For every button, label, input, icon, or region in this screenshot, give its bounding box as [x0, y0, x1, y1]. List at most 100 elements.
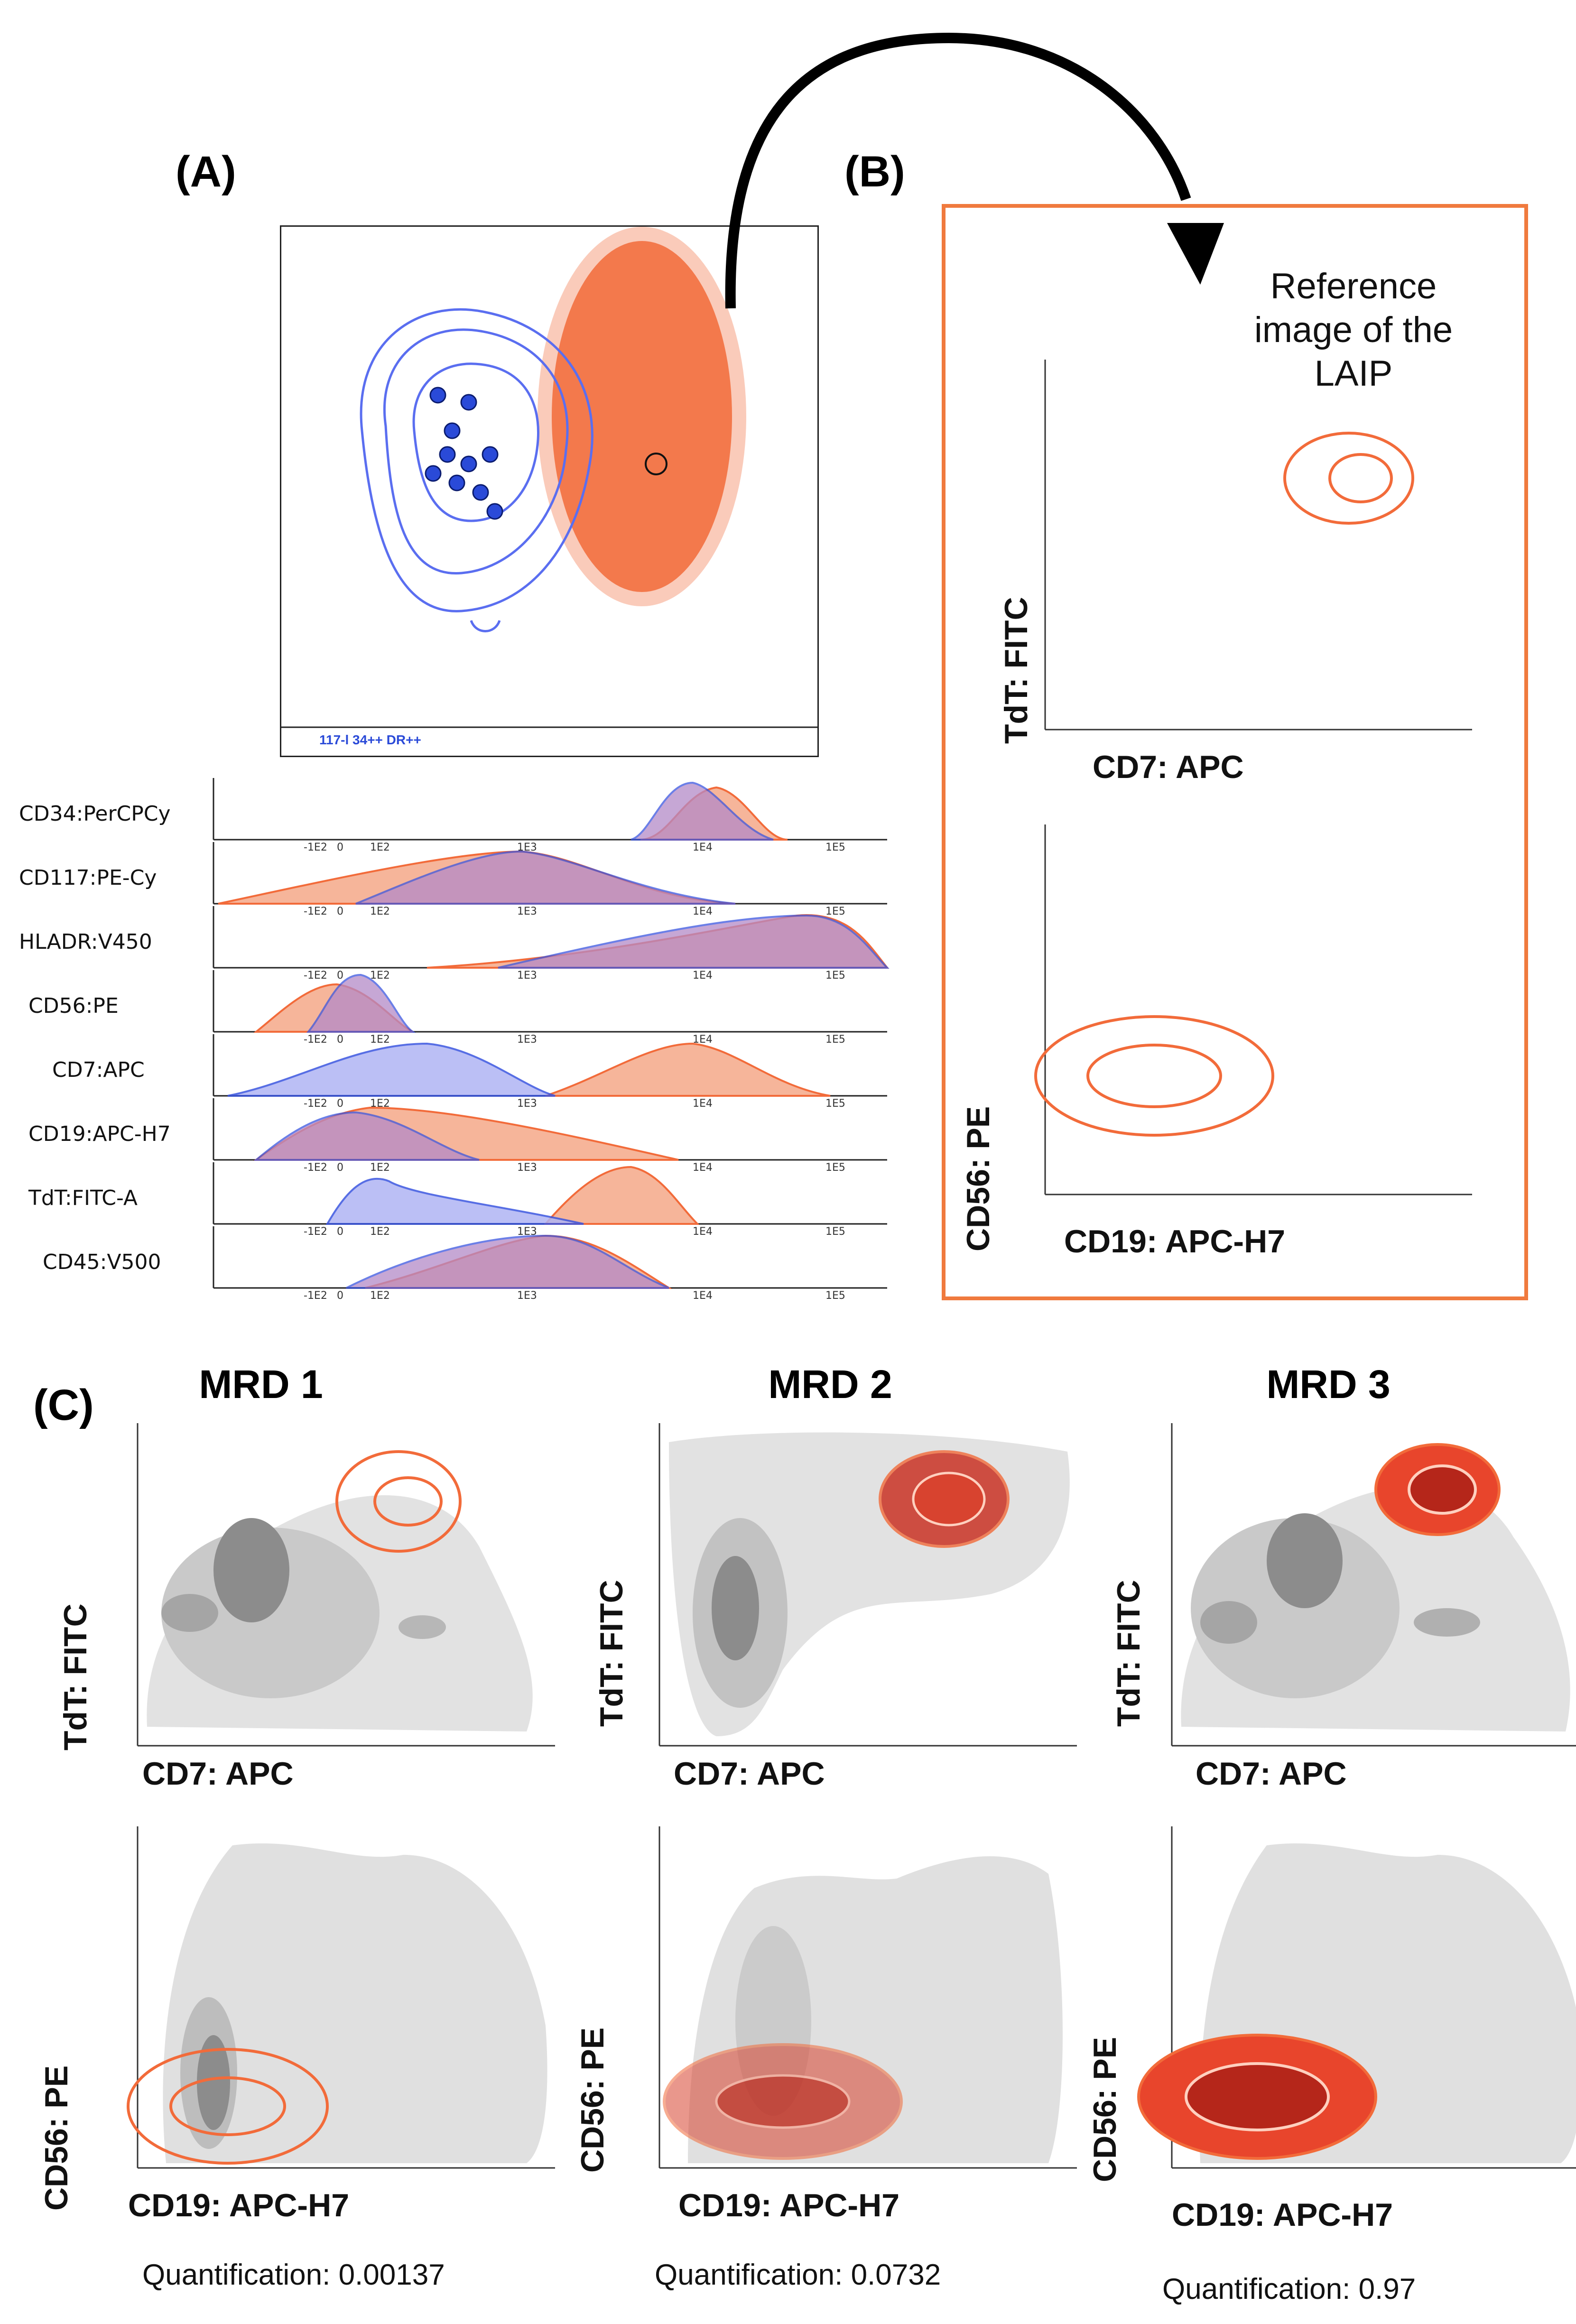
histogram-tick-label: 0 [337, 1098, 343, 1110]
histogram-tick-label: 1E4 [693, 906, 713, 917]
histogram-tick-label: 0 [337, 1290, 343, 1302]
mrd1-bottom-xlabel: CD19: APC-H7 [128, 2187, 350, 2223]
histogram-tick-label: 1E4 [693, 842, 713, 853]
panel-a-dotplot-svg [281, 227, 817, 728]
histogram-tick-label: -1E2 [304, 1162, 327, 1174]
panel-b-letter: (B) [844, 148, 905, 196]
mrd1-top-plot [137, 1423, 555, 1747]
histogram-tick-label: 1E4 [693, 1290, 713, 1302]
histogram-tick-label: 1E2 [370, 1098, 390, 1110]
reference-text-line: image of the [1254, 310, 1453, 350]
histogram-tick-label: 0 [337, 1162, 343, 1174]
histogram-label: CD7:APC [52, 1058, 145, 1082]
histogram-tick-label: 1E5 [825, 842, 845, 853]
histogram-tick-label: 1E2 [370, 1162, 390, 1174]
mrd1-quantification: Quantification: 0.00137 [142, 2259, 445, 2291]
histogram-label: CD34:PerCPCy [19, 802, 171, 826]
histogram-tick-label: 1E2 [370, 970, 390, 981]
histogram-tick-label: -1E2 [304, 842, 327, 853]
mrd1-top-ylabel: TdT: FITC [57, 1603, 93, 1750]
histogram-tick-label: 1E5 [825, 906, 845, 917]
b2-y-axis-label: CD56: PE [960, 1106, 996, 1251]
histogram-tick-label: 1E5 [825, 1162, 845, 1174]
histogram-tick-label: -1E2 [304, 1290, 327, 1302]
b2-x-axis-label: CD19: APC-H7 [1064, 1223, 1286, 1259]
histogram-tick-label: 1E5 [825, 1290, 845, 1302]
histogram-label: CD117:PE-Cy [19, 866, 157, 890]
curved-arrow [725, 32, 1224, 309]
mrd3-quantification: Quantification: 0.97 [1162, 2273, 1416, 2305]
histogram-cd34 [213, 778, 887, 841]
orange-population [538, 227, 746, 606]
mrd-title: MRD 2 [768, 1362, 892, 1407]
histogram-label: CD56:PE [28, 994, 119, 1018]
histogram-tick-label: 1E5 [825, 1034, 845, 1046]
blue-centroids [425, 387, 503, 520]
histogram-cd56 [213, 970, 887, 1033]
mrd3-top-plot [1171, 1423, 1576, 1747]
b1-x-axis-label: CD7: APC [1093, 749, 1244, 785]
mrd3-top-xlabel: CD7: APC [1196, 1756, 1347, 1792]
mrd2-bottom-ylabel: CD56: PE [575, 2027, 611, 2173]
b1-y-axis-label: TdT: FITC [998, 597, 1034, 744]
histogram-tick-label: 1E3 [517, 970, 537, 981]
mrd3-top-ylabel: TdT: FITC [1111, 1580, 1147, 1727]
panel-a-dotplot: 117-l 34++ DR++ [280, 225, 819, 757]
histogram-tick-label: 0 [337, 842, 343, 853]
histogram-tick-label: 1E3 [517, 1098, 537, 1110]
panel-c-letter: (C) [33, 1381, 94, 1429]
histogram-tick-label: 1E5 [825, 1098, 845, 1110]
histogram-tdt [213, 1162, 887, 1225]
arrow-head-icon [1167, 223, 1224, 285]
panel-b-plot-2 [1034, 824, 1472, 1195]
histogram-tick-label: 1E2 [370, 1290, 390, 1302]
mrd1-bottom-plot [127, 1826, 555, 2169]
histogram-label: CD45:V500 [43, 1250, 161, 1274]
histogram-cd117 [213, 842, 887, 905]
histogram-cd45 [213, 1226, 887, 1289]
histogram-tick-label: 1E3 [517, 906, 537, 917]
histogram-tick-label: 1E4 [693, 1226, 713, 1238]
histogram-tick-label: -1E2 [304, 1098, 327, 1110]
histogram-tick-label: -1E2 [304, 970, 327, 981]
histogram-tick-label: -1E2 [304, 906, 327, 917]
blue-contour-population [360, 308, 593, 632]
histogram-tick-label: 0 [337, 1034, 343, 1046]
reference-caption: Reference image of the LAIP [1211, 265, 1496, 396]
mrd-title: MRD 1 [199, 1362, 323, 1407]
histogram-tick-label: 1E4 [693, 970, 713, 981]
histogram-hladr [213, 906, 890, 969]
histogram-stack: CD34:PerCPCy CD117:PE-Cy HLADR:V450 CD56… [0, 778, 892, 1302]
histogram-label: CD19:APC-H7 [28, 1122, 171, 1146]
mrd2-quantification: Quantification: 0.0732 [655, 2259, 941, 2291]
centroid-marker [645, 453, 667, 475]
gate-label: 117-l 34++ DR++ [319, 732, 421, 747]
histogram-cd7 [213, 1034, 887, 1097]
mrd1-top-xlabel: CD7: APC [142, 1756, 294, 1792]
histogram-tick-label: 1E3 [517, 1034, 537, 1046]
histogram-label: HLADR:V450 [19, 930, 152, 954]
histogram-tick-label: -1E2 [304, 1034, 327, 1046]
histogram-tick-label: 1E5 [825, 970, 845, 981]
reference-text-line: LAIP [1314, 353, 1393, 394]
mrd3-bottom-ylabel: CD56: PE [1087, 2037, 1123, 2182]
histogram-tick-label: 1E3 [517, 1162, 537, 1174]
reference-text-line: Reference [1270, 266, 1437, 306]
mrd1-bottom-ylabel: CD56: PE [38, 2065, 74, 2211]
histogram-tick-label: 1E3 [517, 842, 537, 853]
histogram-cd19 [213, 1098, 887, 1161]
histogram-label: TdT:FITC-A [28, 1186, 138, 1210]
histogram-tick-label: 1E2 [370, 1226, 390, 1238]
histogram-tick-label: 0 [337, 1226, 343, 1238]
panel-a-letter: (A) [176, 148, 236, 196]
mrd2-bottom-plot [658, 1826, 1077, 2169]
histogram-tick-label: 1E2 [370, 842, 390, 853]
histogram-tick-label: 1E3 [517, 1290, 537, 1302]
histogram-tick-label: -1E2 [304, 1226, 327, 1238]
panel-b-plot-1 [1044, 360, 1472, 731]
histogram-tick-label: 0 [337, 970, 343, 981]
histogram-tick-label: 1E4 [693, 1034, 713, 1046]
mrd3-bottom-xlabel: CD19: APC-H7 [1172, 2197, 1393, 2233]
histogram-tick-label: 1E4 [693, 1162, 713, 1174]
histogram-tick-label: 1E2 [370, 1034, 390, 1046]
